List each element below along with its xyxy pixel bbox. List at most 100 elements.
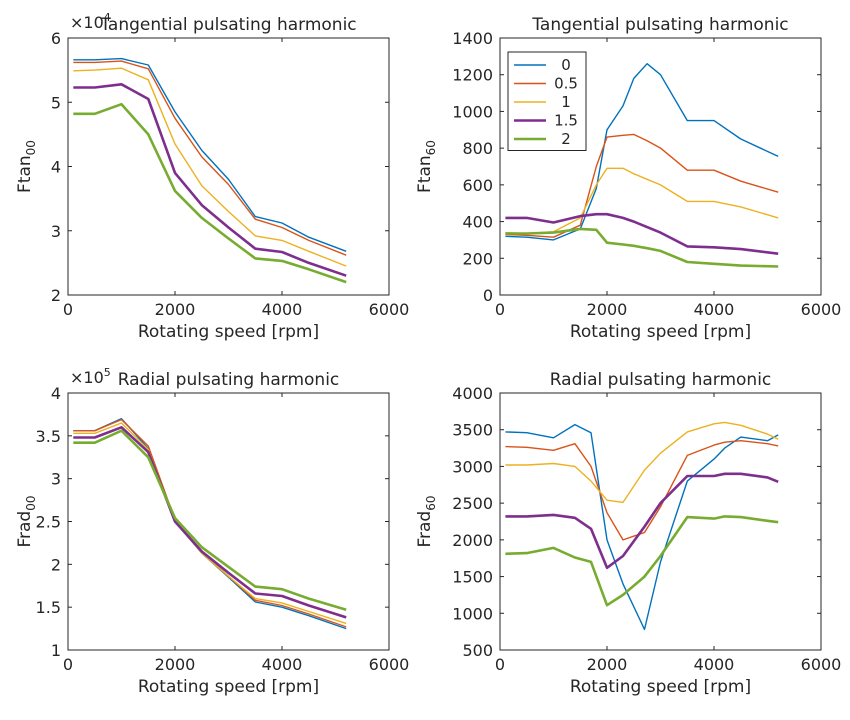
y-tick-label: 1400 bbox=[452, 29, 493, 48]
exponent-label: ×105 bbox=[70, 366, 111, 387]
series-line-4 bbox=[505, 227, 779, 268]
y-tick-label: 1500 bbox=[452, 568, 493, 587]
x-tick-label: 0 bbox=[495, 655, 505, 674]
y-tick-label: 3000 bbox=[452, 457, 493, 476]
chart-title: Radial pulsating harmonic bbox=[550, 370, 772, 390]
y-tick-label: 1200 bbox=[452, 66, 493, 85]
x-tick-label: 6000 bbox=[801, 300, 842, 319]
series-line-4 bbox=[73, 429, 347, 611]
exponent-prefix: ×10 bbox=[70, 368, 104, 387]
y-axis-label-base: Ftan bbox=[415, 155, 435, 193]
y-tick-label: 4 bbox=[51, 158, 61, 177]
series-line-3 bbox=[505, 212, 779, 255]
exponent-prefix: ×10 bbox=[70, 13, 104, 32]
y-tick-label: 600 bbox=[462, 176, 493, 195]
legend-label-2: 1 bbox=[561, 93, 571, 111]
x-axis-label: Rotating speed [rpm] bbox=[138, 677, 319, 697]
y-axis-label-subscript: 00 bbox=[24, 140, 38, 155]
y-axis-label-subscript: 60 bbox=[424, 140, 438, 155]
series-line-0 bbox=[73, 57, 347, 252]
y-tick-label: 6 bbox=[51, 29, 61, 48]
y-tick-label: 4 bbox=[51, 384, 61, 403]
y-axis-label: Frad00 bbox=[15, 495, 38, 547]
series-line-2 bbox=[505, 167, 779, 235]
y-tick-label: 5 bbox=[51, 93, 61, 112]
y-tick-label: 2 bbox=[51, 286, 61, 305]
panel-p3: 0 2000 4000 6000 1 1.5 2 2.5 3 3.5 4 Radial pulsati… bbox=[15, 366, 409, 697]
legend-label-3: 1.5 bbox=[554, 112, 578, 130]
series-line-2 bbox=[505, 421, 779, 504]
x-tick-label: 2000 bbox=[155, 655, 196, 674]
series-line-0 bbox=[505, 63, 779, 241]
y-tick-label: 3 bbox=[51, 470, 61, 489]
exponent-label: ×104 bbox=[70, 11, 111, 32]
series-line-4 bbox=[505, 515, 779, 607]
y-tick-label: 4000 bbox=[452, 384, 493, 403]
y-axis-label: Ftan00 bbox=[15, 140, 38, 193]
legend-box bbox=[507, 51, 587, 151]
x-tick-label: 2000 bbox=[587, 655, 628, 674]
y-axis-label: Frad60 bbox=[415, 495, 438, 547]
series-line-2 bbox=[73, 422, 347, 625]
y-tick-label: 400 bbox=[462, 213, 493, 232]
x-tick-label: 0 bbox=[495, 300, 505, 319]
y-tick-label: 800 bbox=[462, 139, 493, 158]
y-axis-label: Ftan60 bbox=[415, 140, 438, 193]
y-tick-label: 0 bbox=[483, 286, 493, 305]
y-axis-label-base: Frad bbox=[415, 511, 435, 548]
y-tick-label: 1 bbox=[51, 641, 61, 660]
chart-title: Tangential pulsating harmonic bbox=[99, 15, 356, 35]
series-line-3 bbox=[73, 425, 347, 619]
x-tick-label: 4000 bbox=[694, 300, 735, 319]
exponent-power: 4 bbox=[104, 11, 111, 24]
axes-box bbox=[67, 37, 390, 296]
y-tick-label: 2000 bbox=[452, 531, 493, 550]
x-tick-label: 0 bbox=[63, 300, 73, 319]
x-tick-label: 2000 bbox=[587, 300, 628, 319]
legend-label-0: 0 bbox=[561, 56, 571, 74]
series-line-2 bbox=[73, 67, 347, 267]
x-tick-label: 4000 bbox=[694, 655, 735, 674]
x-tick-label: 4000 bbox=[262, 300, 303, 319]
x-axis-label: Rotating speed [rpm] bbox=[138, 322, 319, 342]
x-tick-label: 6000 bbox=[369, 300, 410, 319]
y-tick-label: 1000 bbox=[452, 604, 493, 623]
chart-title: Radial pulsating harmonic bbox=[118, 370, 340, 390]
y-tick-label: 200 bbox=[462, 249, 493, 268]
x-tick-label: 6000 bbox=[801, 655, 842, 674]
y-tick-label: 1000 bbox=[452, 102, 493, 121]
y-axis-label-subscript: 60 bbox=[424, 495, 438, 510]
y-axis-label-base: Ftan bbox=[15, 155, 35, 193]
y-tick-label: 2.5 bbox=[36, 513, 61, 532]
panel-p4: 0 2000 4000 6000 500 1000 1500 2000 2500 3000 3500… bbox=[415, 370, 841, 697]
x-tick-label: 4000 bbox=[262, 655, 303, 674]
y-tick-label: 500 bbox=[462, 641, 493, 660]
x-tick-label: 0 bbox=[63, 655, 73, 674]
y-axis-label-subscript: 00 bbox=[24, 495, 38, 510]
y-axis-label-base: Frad bbox=[15, 511, 35, 548]
panel-p1: 0 2000 4000 6000 2 3 4 5 6 Tangential pulsating h… bbox=[15, 11, 409, 342]
series-line-3 bbox=[505, 472, 779, 570]
series-line-1 bbox=[505, 440, 779, 541]
x-tick-label: 2000 bbox=[155, 300, 196, 319]
panel-p2: 0 2000 4000 60000200400600800100012001400Ta… bbox=[415, 15, 841, 342]
y-tick-label: 2500 bbox=[452, 494, 493, 513]
legend-label-4: 2 bbox=[561, 130, 571, 148]
legend-label-1: 0.5 bbox=[554, 75, 578, 93]
x-axis-label: Rotating speed [rpm] bbox=[570, 322, 751, 342]
x-tick-label: 6000 bbox=[369, 655, 410, 674]
series-line-1 bbox=[73, 60, 347, 256]
legend: 00.511.52 bbox=[507, 51, 587, 151]
y-tick-label: 2 bbox=[51, 555, 61, 574]
y-tick-label: 1.5 bbox=[36, 598, 61, 617]
axes-box bbox=[67, 392, 390, 651]
exponent-power: 5 bbox=[104, 366, 111, 379]
y-tick-label: 3.5 bbox=[36, 427, 61, 446]
series-line-1 bbox=[505, 133, 779, 238]
y-tick-label: 3 bbox=[51, 222, 61, 241]
series-line-4 bbox=[73, 102, 347, 284]
series-line-3 bbox=[73, 83, 347, 277]
y-tick-label: 3500 bbox=[452, 421, 493, 440]
chart-title: Tangential pulsating harmonic bbox=[531, 15, 788, 35]
